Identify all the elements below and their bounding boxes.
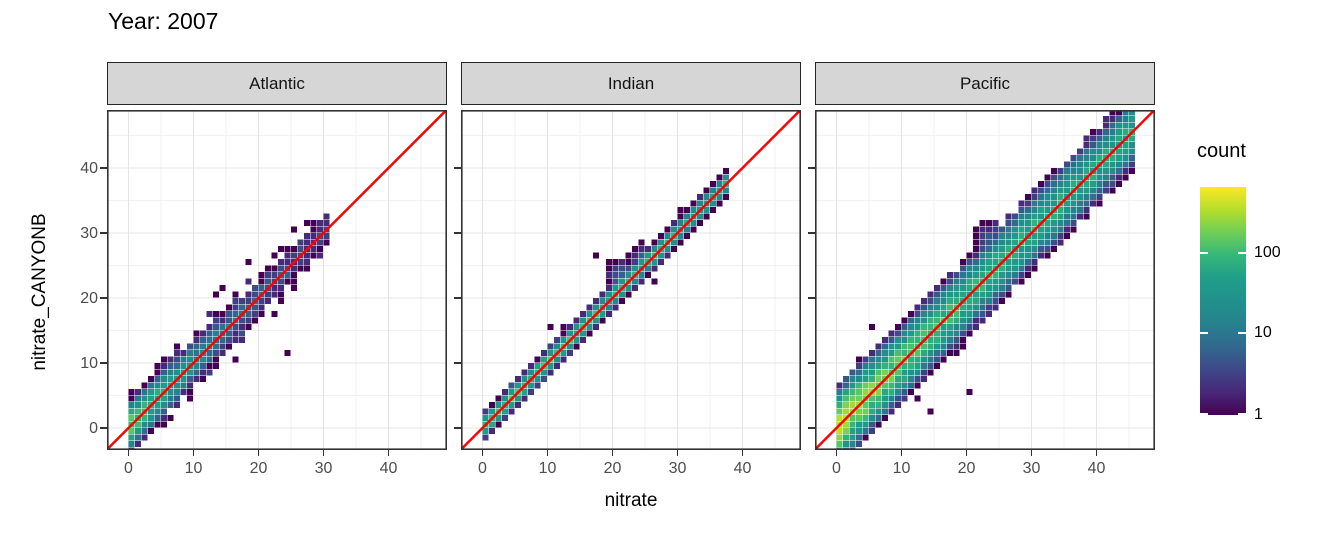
y-tick-label: 20: [80, 289, 98, 307]
x-tick: [676, 450, 679, 456]
legend-tick-label: 10: [1254, 324, 1272, 341]
x-tick: [1030, 450, 1033, 456]
x-tick: [965, 450, 968, 456]
facet-strip-pacific: Pacific: [815, 62, 1155, 105]
facet-panel-atlantic: [107, 110, 447, 450]
legend-tick-mark: [1238, 332, 1246, 334]
x-tick-label: 30: [1022, 460, 1041, 477]
x-tick: [1095, 450, 1098, 456]
identity-line: [461, 110, 801, 450]
legend-tick-mark: [1238, 252, 1246, 254]
y-tick: [100, 167, 107, 169]
y-tick-label: 30: [80, 224, 98, 242]
legend-gradient-bar: [1200, 187, 1246, 415]
y-tick: [100, 427, 107, 429]
y-tick-label: 0: [89, 419, 98, 437]
x-tick: [835, 450, 838, 456]
y-tick: [454, 232, 461, 234]
y-tick: [454, 297, 461, 299]
y-tick-label: 10: [80, 354, 98, 372]
legend-tick-mark: [1200, 412, 1208, 415]
x-tick: [741, 450, 744, 456]
x-tick-label: 30: [314, 460, 333, 477]
legend-tick-label: 1: [1254, 406, 1263, 423]
y-tick: [808, 362, 815, 364]
x-tick-label: 40: [733, 460, 752, 477]
x-tick: [127, 450, 130, 456]
facet-strip-label: Pacific: [959, 73, 1011, 93]
identity-line: [815, 110, 1155, 450]
x-tick: [387, 450, 390, 456]
facet-strip-label: Atlantic: [249, 73, 305, 93]
y-tick-label: 40: [80, 159, 98, 177]
x-tick-label: 10: [538, 460, 557, 477]
x-tick-label: 40: [379, 460, 398, 477]
x-tick: [192, 450, 195, 456]
plot-title: Year: 2007: [108, 8, 219, 34]
panel-border: [107, 110, 447, 450]
legend-tick-mark: [1200, 252, 1208, 254]
x-tick: [546, 450, 549, 456]
y-tick: [100, 297, 107, 299]
legend-tick-label: 100: [1254, 244, 1281, 261]
x-tick: [611, 450, 614, 456]
x-axis-title: nitrate: [604, 490, 658, 511]
x-tick-label: 0: [478, 460, 487, 477]
x-tick-label: 10: [184, 460, 203, 477]
y-tick: [454, 427, 461, 429]
facet-panel-pacific: [815, 110, 1155, 450]
facet-panel-indian: [461, 110, 801, 450]
facet-strip-indian: Indian: [461, 62, 801, 105]
legend-tick-mark: [1238, 412, 1246, 415]
x-tick-label: 20: [249, 460, 268, 477]
legend-title: count: [1197, 140, 1246, 162]
y-tick: [100, 362, 107, 364]
identity-line: [107, 110, 447, 450]
panel-border: [815, 110, 1155, 450]
y-tick: [454, 167, 461, 169]
y-tick: [808, 297, 815, 299]
x-tick-label: 0: [832, 460, 841, 477]
y-axis-title: nitrate_CANYONB: [29, 213, 50, 371]
facet-strip-label: Indian: [607, 73, 655, 93]
x-tick: [481, 450, 484, 456]
x-tick-label: 20: [603, 460, 622, 477]
x-tick: [900, 450, 903, 456]
x-tick: [322, 450, 325, 456]
y-tick: [100, 232, 107, 234]
x-tick-label: 0: [124, 460, 133, 477]
panel-border: [461, 110, 801, 450]
x-tick-label: 30: [668, 460, 687, 477]
y-tick: [454, 362, 461, 364]
x-tick: [257, 450, 260, 456]
x-tick-label: 10: [892, 460, 911, 477]
x-tick-label: 40: [1087, 460, 1106, 477]
y-tick: [808, 232, 815, 234]
legend-tick-mark: [1200, 332, 1208, 334]
y-tick: [808, 167, 815, 169]
y-tick: [808, 427, 815, 429]
x-tick-label: 20: [957, 460, 976, 477]
facet-strip-atlantic: Atlantic: [107, 62, 447, 105]
